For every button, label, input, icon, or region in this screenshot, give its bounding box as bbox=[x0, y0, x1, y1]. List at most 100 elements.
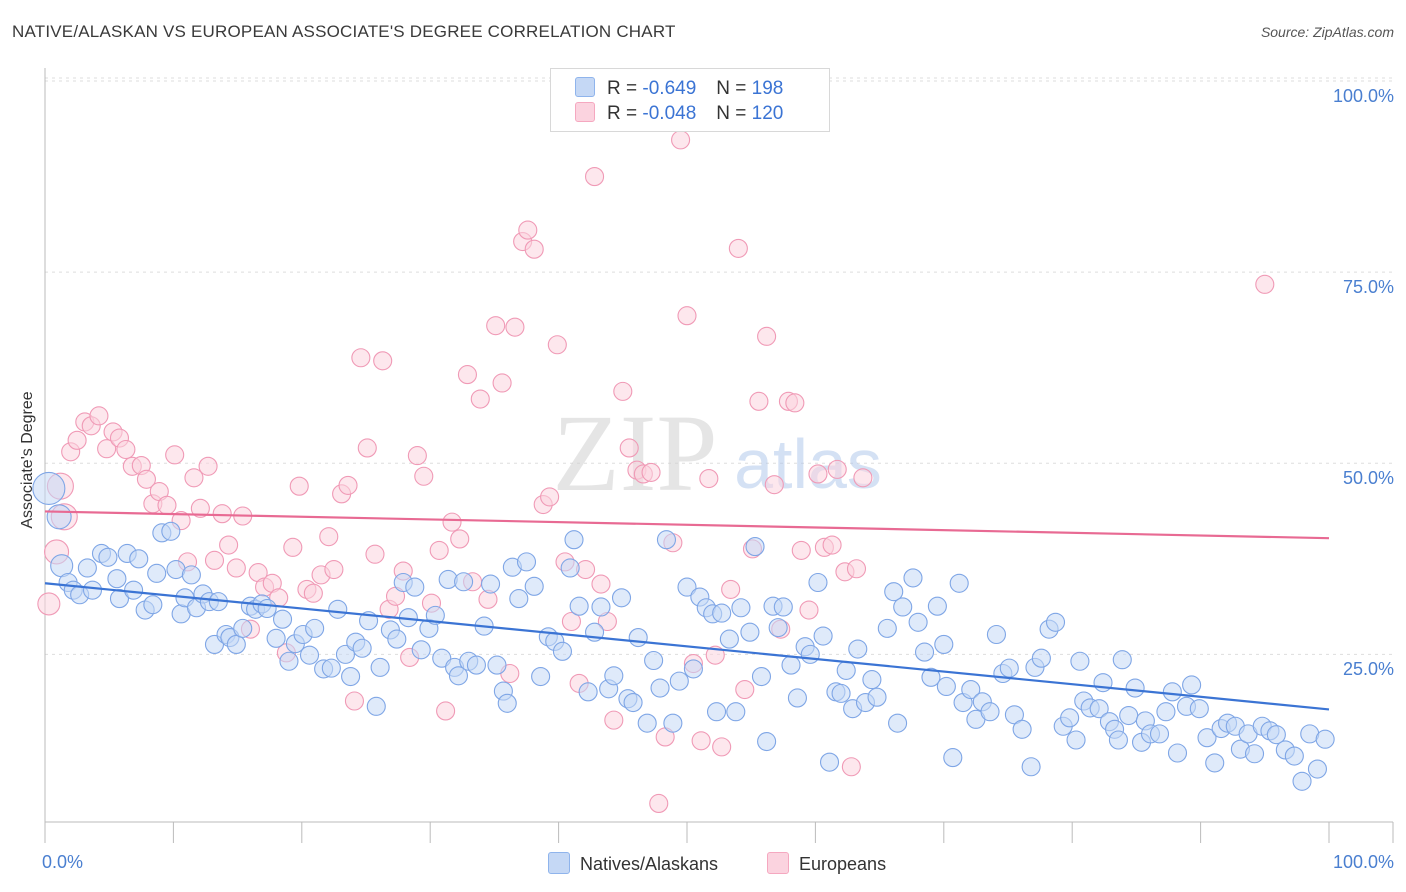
native-point bbox=[1149, 724, 1170, 744]
watermark: ZIP atlas bbox=[553, 392, 882, 514]
y-tick-label: 25.0% bbox=[1342, 659, 1394, 679]
native-point bbox=[341, 666, 361, 687]
native-point bbox=[321, 658, 341, 678]
native-point bbox=[466, 655, 486, 675]
native-point bbox=[366, 696, 386, 716]
native-point bbox=[1093, 673, 1113, 693]
european-point bbox=[677, 306, 697, 326]
european-point bbox=[303, 583, 323, 603]
native-point bbox=[1189, 699, 1209, 719]
native-point bbox=[663, 713, 683, 733]
legend-r-natives: -0.649 bbox=[642, 78, 697, 99]
european-point bbox=[808, 464, 828, 484]
native-point bbox=[1167, 743, 1188, 763]
native-point bbox=[903, 568, 923, 588]
native-point bbox=[32, 471, 66, 506]
european-point bbox=[351, 348, 371, 368]
european-point bbox=[344, 691, 364, 711]
native-point bbox=[768, 618, 788, 638]
bottom-legend-natives[interactable]: Natives/Alaskans bbox=[548, 852, 718, 875]
european-point bbox=[728, 238, 748, 258]
native-point bbox=[800, 644, 820, 664]
european-point bbox=[184, 468, 204, 488]
legend-n-europeans: 120 bbox=[751, 103, 784, 124]
european-point bbox=[204, 550, 225, 570]
bottom-legend-europeans[interactable]: Europeans bbox=[767, 852, 886, 875]
european-point bbox=[338, 475, 358, 495]
native-point bbox=[124, 580, 144, 600]
native-point bbox=[305, 618, 325, 638]
european-point bbox=[67, 430, 87, 450]
european-point bbox=[407, 446, 427, 466]
european-point bbox=[116, 439, 136, 460]
european-point bbox=[283, 537, 303, 557]
european-point bbox=[442, 512, 462, 532]
native-point bbox=[257, 598, 277, 619]
european-point bbox=[1255, 274, 1275, 294]
native-point bbox=[611, 588, 632, 608]
native-point bbox=[1070, 651, 1090, 671]
legend-row-europeans: R = -0.048 N = 120 bbox=[575, 102, 783, 126]
native-point bbox=[591, 597, 611, 617]
y-tick-label: 50.0% bbox=[1342, 468, 1394, 488]
native-point bbox=[46, 504, 72, 530]
native-point bbox=[328, 599, 348, 619]
native-point bbox=[867, 687, 887, 707]
european-point bbox=[212, 504, 232, 524]
european-point bbox=[486, 316, 506, 336]
native-point bbox=[233, 618, 253, 638]
european-point bbox=[450, 529, 470, 549]
native-point bbox=[147, 563, 167, 583]
european-point bbox=[492, 373, 512, 393]
native-point bbox=[352, 638, 372, 658]
native-point bbox=[980, 702, 1000, 722]
native-point bbox=[961, 679, 981, 700]
native-point bbox=[487, 655, 507, 675]
native-point bbox=[77, 558, 97, 578]
native-point bbox=[480, 574, 501, 594]
native-point bbox=[1197, 728, 1217, 748]
european-point bbox=[699, 468, 719, 489]
native-point bbox=[1012, 719, 1032, 739]
native-point bbox=[497, 693, 517, 713]
native-point bbox=[719, 629, 739, 649]
european-point bbox=[827, 459, 847, 479]
y-tick-label: 100.0% bbox=[1332, 86, 1394, 106]
native-point bbox=[569, 596, 589, 616]
native-point bbox=[751, 666, 772, 687]
native-point bbox=[161, 521, 181, 541]
y-tick-label: 75.0% bbox=[1342, 277, 1394, 297]
native-point bbox=[578, 682, 598, 702]
native-point bbox=[1021, 757, 1041, 777]
native-point bbox=[226, 634, 246, 654]
european-point bbox=[846, 559, 867, 579]
bottom-legend-swatch-natives bbox=[548, 852, 570, 874]
european-point bbox=[37, 592, 61, 616]
native-point bbox=[335, 644, 356, 664]
european-point bbox=[764, 475, 784, 495]
native-point bbox=[773, 597, 793, 617]
native-point bbox=[848, 639, 868, 659]
native-point bbox=[1031, 648, 1051, 668]
legend-swatch-europeans bbox=[575, 102, 595, 122]
european-point bbox=[429, 540, 449, 560]
native-point bbox=[813, 626, 833, 646]
native-point bbox=[893, 597, 913, 617]
legend-row-natives: R = -0.649 N = 198 bbox=[575, 77, 783, 101]
native-point bbox=[712, 603, 732, 623]
native-point bbox=[943, 748, 963, 768]
x-tick-label-max: 100.0% bbox=[1332, 852, 1394, 872]
european-point bbox=[373, 351, 393, 371]
european-point bbox=[319, 527, 339, 547]
european-point bbox=[97, 439, 117, 459]
stats-legend: R = -0.649 N = 198 R = -0.048 N = 120 bbox=[550, 68, 830, 132]
x-tick-label-min: 0.0% bbox=[42, 852, 84, 872]
european-point bbox=[540, 487, 560, 507]
trend-line-natives bbox=[44, 582, 1330, 711]
native-point bbox=[1089, 699, 1109, 719]
legend-swatch-natives bbox=[575, 77, 595, 97]
native-point bbox=[914, 642, 935, 662]
axes bbox=[44, 68, 1394, 843]
native-point bbox=[432, 648, 452, 668]
native-point bbox=[888, 713, 908, 733]
